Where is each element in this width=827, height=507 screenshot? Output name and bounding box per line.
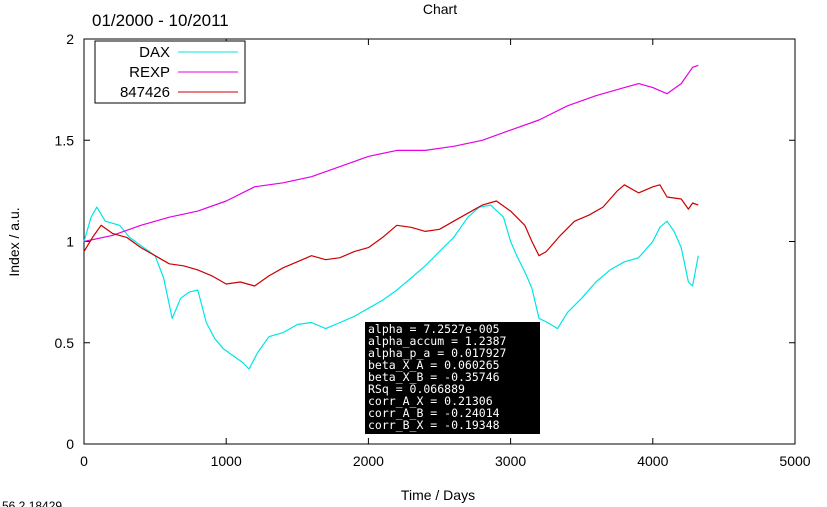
series-layer: [83, 64, 699, 370]
y-tick-label: 1: [66, 234, 74, 250]
y-tick-label: 1.5: [55, 132, 75, 148]
series-line-dax: [83, 204, 699, 370]
stats-box: alpha = 7.2527e-005 alpha_accum = 1.2387…: [365, 322, 540, 434]
period-label: 01/2000 - 10/2011: [92, 11, 229, 30]
stats-line: corr_A_X = 0.21306: [368, 394, 493, 408]
legend-label-rexp: REXP: [129, 64, 170, 81]
x-tick-label: 3000: [495, 453, 526, 469]
legend: DAX REXP 847426: [94, 40, 246, 104]
stats-line: corr_B_X = -0.19348: [368, 418, 500, 432]
stats-line: beta_X_B = -0.35746: [368, 370, 500, 384]
series-line-rexp: [83, 64, 699, 243]
y-tick-label: 0.5: [55, 335, 75, 351]
stats-line: alpha_p_a = 0.017927: [368, 346, 507, 360]
legend-label-847426: 847426: [120, 84, 170, 101]
x-tick-label: 0: [80, 453, 88, 469]
stats-line: alpha = 7.2527e-005: [368, 322, 500, 336]
footer-fragment: 56 2.18429: [2, 499, 62, 507]
stats-box-background: [365, 322, 540, 434]
x-axis-label: Time / Days: [401, 487, 475, 503]
x-tick-label: 2000: [353, 453, 384, 469]
stats-line: alpha_accum = 1.2387: [368, 334, 507, 348]
x-tick-label: 4000: [637, 453, 668, 469]
y-axis-label: Index / a.u.: [6, 207, 22, 276]
series-line-847426: [83, 184, 699, 287]
y-tick-label: 2: [66, 31, 74, 47]
stats-line: corr_A_B = -0.24014: [368, 406, 500, 420]
stats-line: RSq = 0.066889: [368, 382, 465, 396]
y-tick-label: 0: [66, 436, 74, 452]
chart-title: Chart: [423, 1, 457, 17]
x-tick-label: 1000: [211, 453, 242, 469]
legend-label-dax: DAX: [139, 44, 170, 61]
x-tick-label: 5000: [779, 453, 810, 469]
axes: 0 1000 2000 3000 4000 5000 0 0.5 1 1.5 2: [55, 31, 811, 469]
stats-line: beta_X_A = 0.060265: [368, 358, 500, 372]
